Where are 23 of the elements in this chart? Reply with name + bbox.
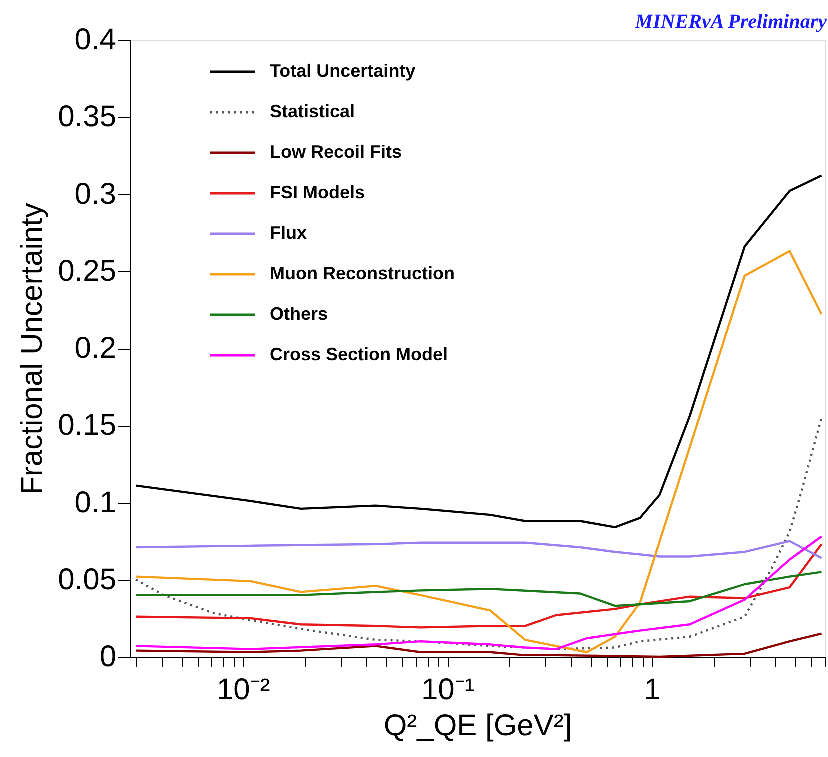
y-axis-title: Fractional Uncertainty [16, 203, 50, 495]
y-tick-label: 0.35 [58, 100, 116, 134]
legend-label: Muon Reconstruction [270, 264, 455, 284]
legend-label: Total Uncertainty [270, 61, 416, 81]
legend-label: FSI Models [270, 182, 366, 202]
legend-label: Low Recoil Fits [270, 142, 402, 162]
y-tick-label: 0.4 [74, 24, 116, 56]
y-tick-label: 0.1 [74, 486, 116, 520]
y-tick-label: 0.2 [74, 332, 116, 365]
x-tick-label: 1 [644, 674, 661, 706]
legend-label: Statistical [270, 102, 356, 122]
legend-label: Others [270, 304, 328, 324]
y-tick-label: 0 [100, 640, 116, 674]
x-tick-label: 10⁻² [216, 674, 270, 706]
y-tick-label: 0.3 [74, 178, 116, 211]
legend-label: Flux [270, 223, 308, 243]
y-tick-label: 0.05 [58, 563, 116, 596]
x-tick-label: 10⁻¹ [421, 674, 475, 706]
y-tick-label: 0.15 [58, 409, 116, 442]
y-tick-label: 0.25 [58, 254, 116, 288]
x-axis-title: Q²_QE [GeV²] [384, 710, 572, 742]
legend-label: Cross Section Model [270, 344, 448, 364]
text: MINERνA Preliminary [634, 11, 828, 33]
